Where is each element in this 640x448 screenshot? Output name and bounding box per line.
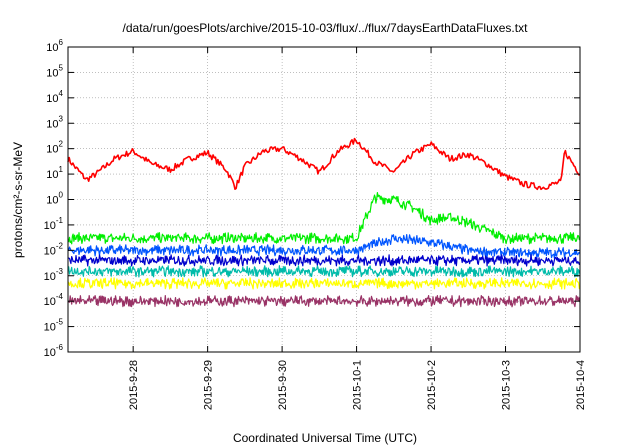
y-tick-label: 105	[46, 63, 63, 79]
x-tick-label: 2015-9-28	[128, 360, 140, 410]
series-line-4	[68, 254, 581, 267]
x-tick-label: 2015-9-30	[277, 360, 289, 410]
series-line-2	[67, 192, 581, 245]
chart-title: /data/run/goesPlots/archive/2015-10-03/f…	[123, 21, 529, 35]
y-tick-label: 10-5	[44, 318, 64, 334]
y-tick-label: 10-6	[44, 343, 64, 359]
y-tick-label: 103	[46, 114, 63, 130]
series-line-1	[67, 137, 581, 191]
y-tick-label: 102	[46, 140, 63, 156]
x-tick-label: 2015-9-29	[203, 360, 215, 410]
x-tick-label: 2015-10-2	[426, 360, 438, 410]
series-layer	[67, 137, 581, 308]
ticks: 10-6 10-5 10-4 10-3 10-2 10-1 100 101 102 103 104 1…	[44, 38, 587, 410]
y-tick-label: 100	[46, 191, 63, 207]
y-tick-label: 101	[46, 165, 63, 181]
y-axis-label: protons/cm²-s-sr-MeV	[11, 142, 25, 258]
y-tick-label: 104	[46, 89, 63, 105]
y-tick-label: 106	[46, 38, 63, 54]
x-tick-label: 2015-10-1	[352, 360, 364, 410]
series-line-6	[67, 277, 581, 290]
x-axis-label: Coordinated Universal Time (UTC)	[233, 431, 417, 445]
series-line-5	[67, 265, 581, 278]
grid	[68, 46, 581, 353]
series-line-3	[67, 234, 581, 259]
y-tick-label: 10-4	[44, 292, 64, 308]
x-tick-label: 2015-10-3	[501, 360, 513, 410]
y-tick-label: 10-3	[44, 267, 64, 283]
series-line-7	[67, 295, 581, 308]
x-tick-label: 2015-10-4	[575, 360, 587, 410]
y-tick-label: 10-1	[44, 216, 64, 232]
y-tick-label: 10-2	[44, 241, 64, 257]
